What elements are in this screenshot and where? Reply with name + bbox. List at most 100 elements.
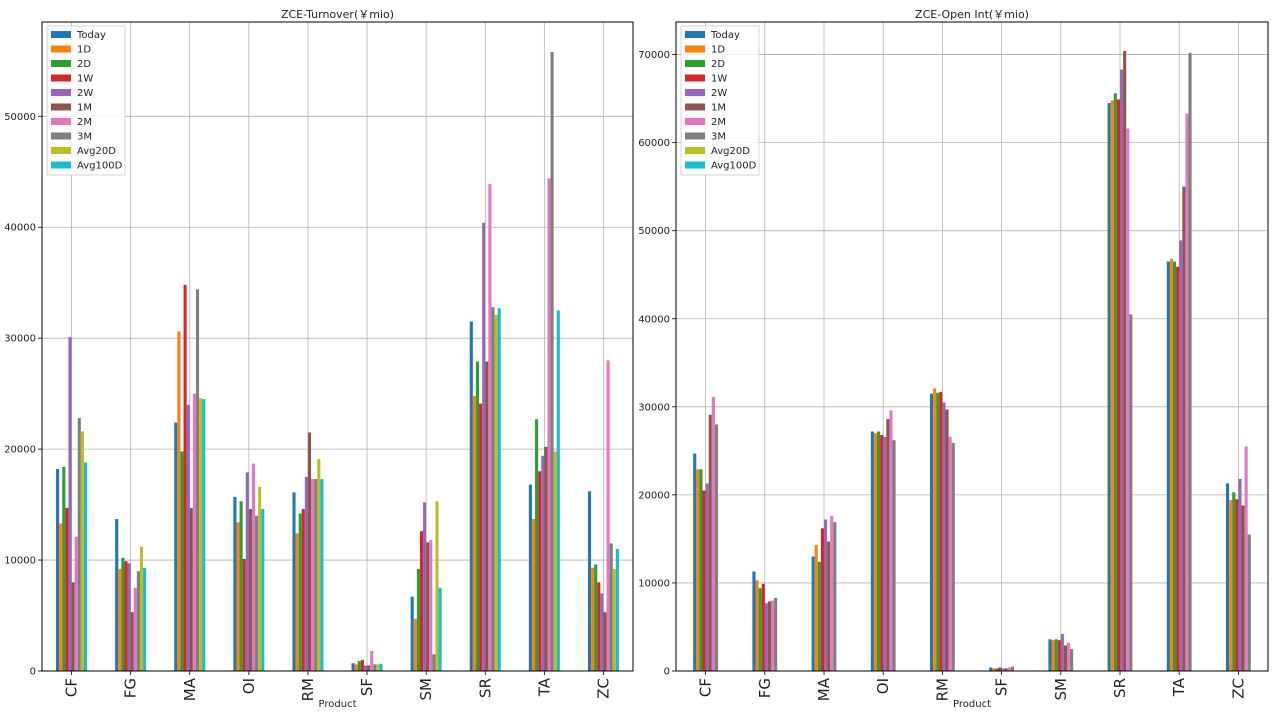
x-tick-label: RM [299,678,317,701]
bar-2d-cf [699,469,703,671]
y-tick-label: 10000 [638,578,670,589]
legend-swatch [51,89,71,96]
bar-2m-ta [1185,113,1189,671]
bar-2w-cf [705,483,709,671]
bar-1m-rm [945,409,949,671]
bar-avg20d-fg [139,546,144,671]
bar-2m-ma [192,393,196,671]
bar-1w-ma [183,284,187,671]
bar-today-sm [1048,639,1052,671]
bar-3m-zc [609,543,613,671]
legend-swatch [685,60,705,67]
y-tick-label: 0 [30,667,36,678]
bar-2d-sr [1113,93,1117,671]
legend-label: Today [76,30,106,41]
bar-1m-zc [1241,505,1245,671]
bar-2m-ta [547,178,551,671]
bar-3m-cf [77,418,81,671]
x-tick-label: SR [1111,678,1129,698]
bar-avg100d-zc [615,548,619,671]
bar-2m-cf [74,536,78,671]
bar-today-ma [811,556,815,671]
legend-swatch [51,147,71,154]
bar-today-sr [1107,103,1111,671]
bar-2d-sm [1054,639,1058,671]
bar-1w-sr [1116,99,1120,672]
bar-1m-rm [307,432,312,671]
bar-1w-sm [1057,640,1061,671]
bar-2d-fg [758,588,762,671]
bar-1w-cf [702,490,706,671]
legend-swatch [51,103,71,111]
legend-label: Avg100D [77,161,123,172]
bar-2w-ta [541,455,545,671]
legend-label: 1D [711,45,725,56]
bar-1m-fg [130,612,134,671]
bar-2d-zc [1232,492,1236,671]
legend-label: 3M [711,132,726,143]
bar-2m-ma [830,516,834,671]
bar-3m-sf [373,664,377,671]
y-tick-label: 0 [664,667,670,678]
bar-avg20d-zc [612,568,616,671]
bar-2m-sf [370,651,374,671]
bar-3m-fg [136,571,140,671]
bar-2d-zc [594,564,598,671]
bar-2d-ma [180,451,184,671]
bar-today-sf [351,663,355,671]
bar-avg100d-cf [83,462,88,671]
legend-label: 1M [711,103,726,114]
bar-avg100d-sm [438,587,442,671]
bar-2w-sf [1001,668,1005,671]
bar-1d-rm [295,533,299,671]
bar-3m-sr [491,307,495,671]
bar-2d-cf [62,466,66,671]
bar-today-zc [587,491,592,671]
bar-3m-cf [714,424,718,671]
bar-2w-fg [764,603,768,671]
bar-2d-fg [121,557,125,671]
legend-swatch [51,31,71,38]
bar-avg100d-ma [202,399,206,671]
bar-1m-fg [767,601,771,671]
bar-2d-sf [357,661,361,671]
bar-2d-oi [239,501,243,671]
y-tick-label: 50000 [4,112,36,123]
bar-1m-oi [248,509,252,671]
bar-2w-zc [600,593,604,671]
legend-label: 1W [711,74,727,85]
bar-today-cf [693,453,697,671]
bar-1m-ta [1182,186,1186,672]
x-tick-label: MA [181,677,199,701]
y-tick-label: 30000 [638,402,670,413]
bar-3m-rm [314,479,318,671]
bar-2m-sr [1126,128,1130,672]
bar-avg20d-sf [376,664,380,671]
legend-swatch [51,45,71,53]
y-tick-label: 40000 [4,223,36,234]
bar-1w-fg [761,583,765,671]
legend-label: 2W [711,88,727,99]
bar-3m-sr [1129,314,1133,671]
bar-avg100d-oi [261,509,265,671]
bar-avg20d-oi [258,486,262,671]
bar-1m-sm [426,542,430,671]
bar-1d-rm [933,388,937,671]
bar-avg20d-sr [494,314,498,671]
bar-1w-cf [65,507,69,671]
bar-2d-ma [817,561,821,671]
bar-today-zc [1226,483,1230,671]
bar-2w-fg [127,563,131,671]
bar-1m-zc [603,612,607,671]
bar-2m-sm [1067,642,1071,671]
bar-1m-sm [1063,645,1067,671]
bar-1d-cf [59,523,63,671]
bar-2w-oi [883,436,887,671]
bar-1d-oi [236,522,240,671]
legend-label: 2D [711,59,725,70]
bar-1d-ma [814,545,818,671]
bar-1d-oi [873,433,877,671]
x-tick-label: ZC [1229,678,1247,699]
x-axis-label: Product [953,699,991,710]
bar-1w-zc [1235,499,1239,671]
